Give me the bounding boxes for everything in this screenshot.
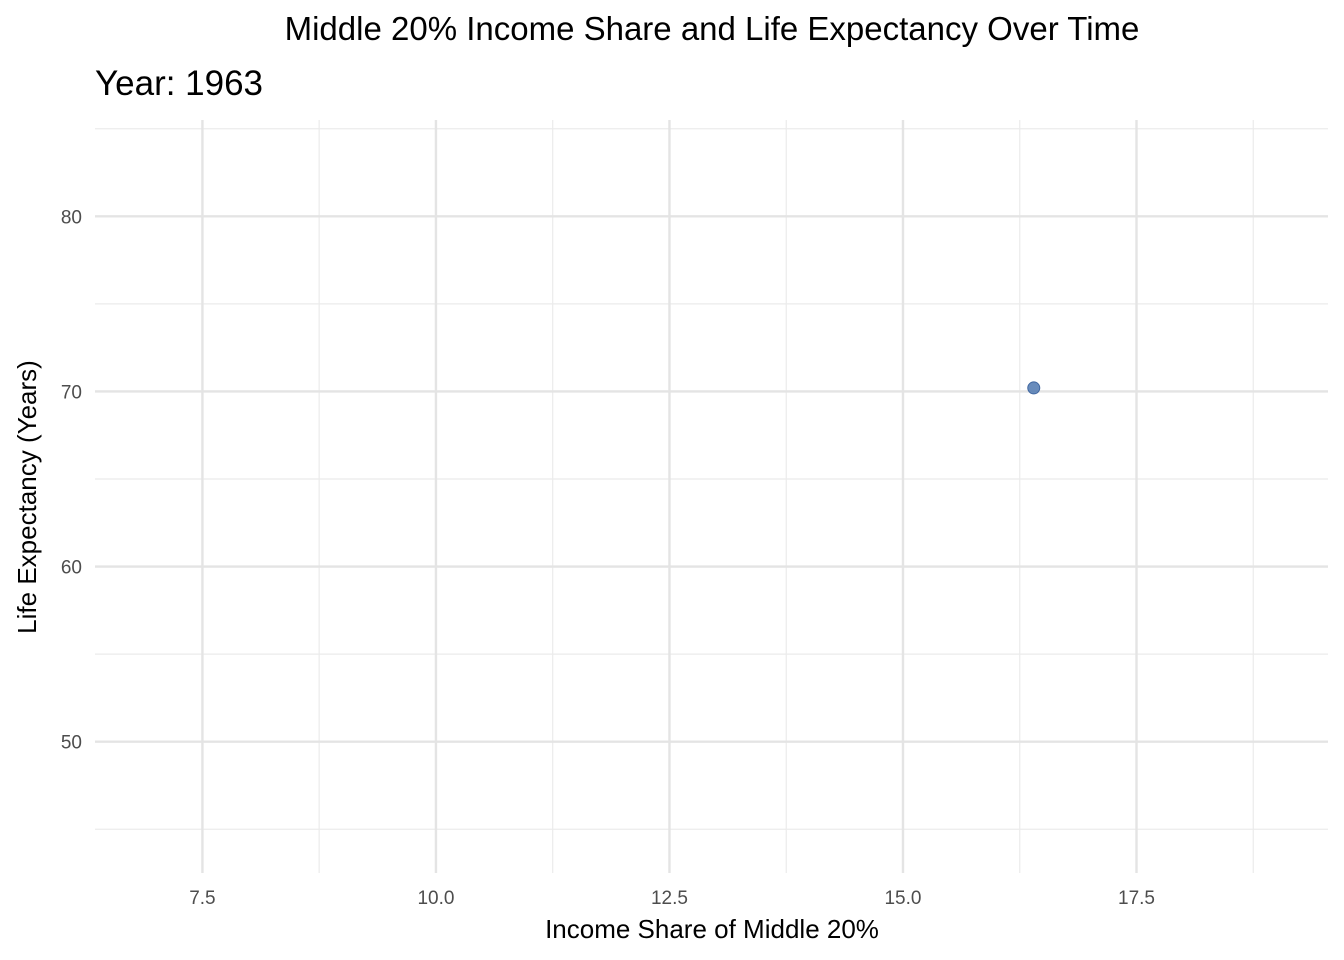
y-tick-label: 70 <box>61 382 82 403</box>
y-axis-title: Life Expectancy (Years) <box>12 360 42 634</box>
chart-subtitle: Year: 1963 <box>95 64 264 103</box>
y-tick-label: 80 <box>61 207 82 228</box>
y-tick-label: 60 <box>61 558 82 579</box>
y-tick-label: 50 <box>61 733 82 754</box>
x-axis-title: Income Share of Middle 20% <box>545 914 879 944</box>
y-axis-ticks: 50 60 70 80 <box>61 207 82 753</box>
x-tick-label: 12.5 <box>651 888 688 909</box>
grid-lines <box>95 120 1328 873</box>
x-tick-label: 10.0 <box>417 888 454 909</box>
x-tick-label: 17.5 <box>1118 888 1155 909</box>
chart-title: Middle 20% Income Share and Life Expecta… <box>284 10 1140 47</box>
x-tick-label: 7.5 <box>189 888 215 909</box>
data-point <box>1027 381 1041 395</box>
x-tick-label: 15.0 <box>884 888 921 909</box>
data-points <box>1027 381 1041 395</box>
x-axis-ticks: 7.5 10.0 12.5 15.0 17.5 <box>189 888 1155 909</box>
